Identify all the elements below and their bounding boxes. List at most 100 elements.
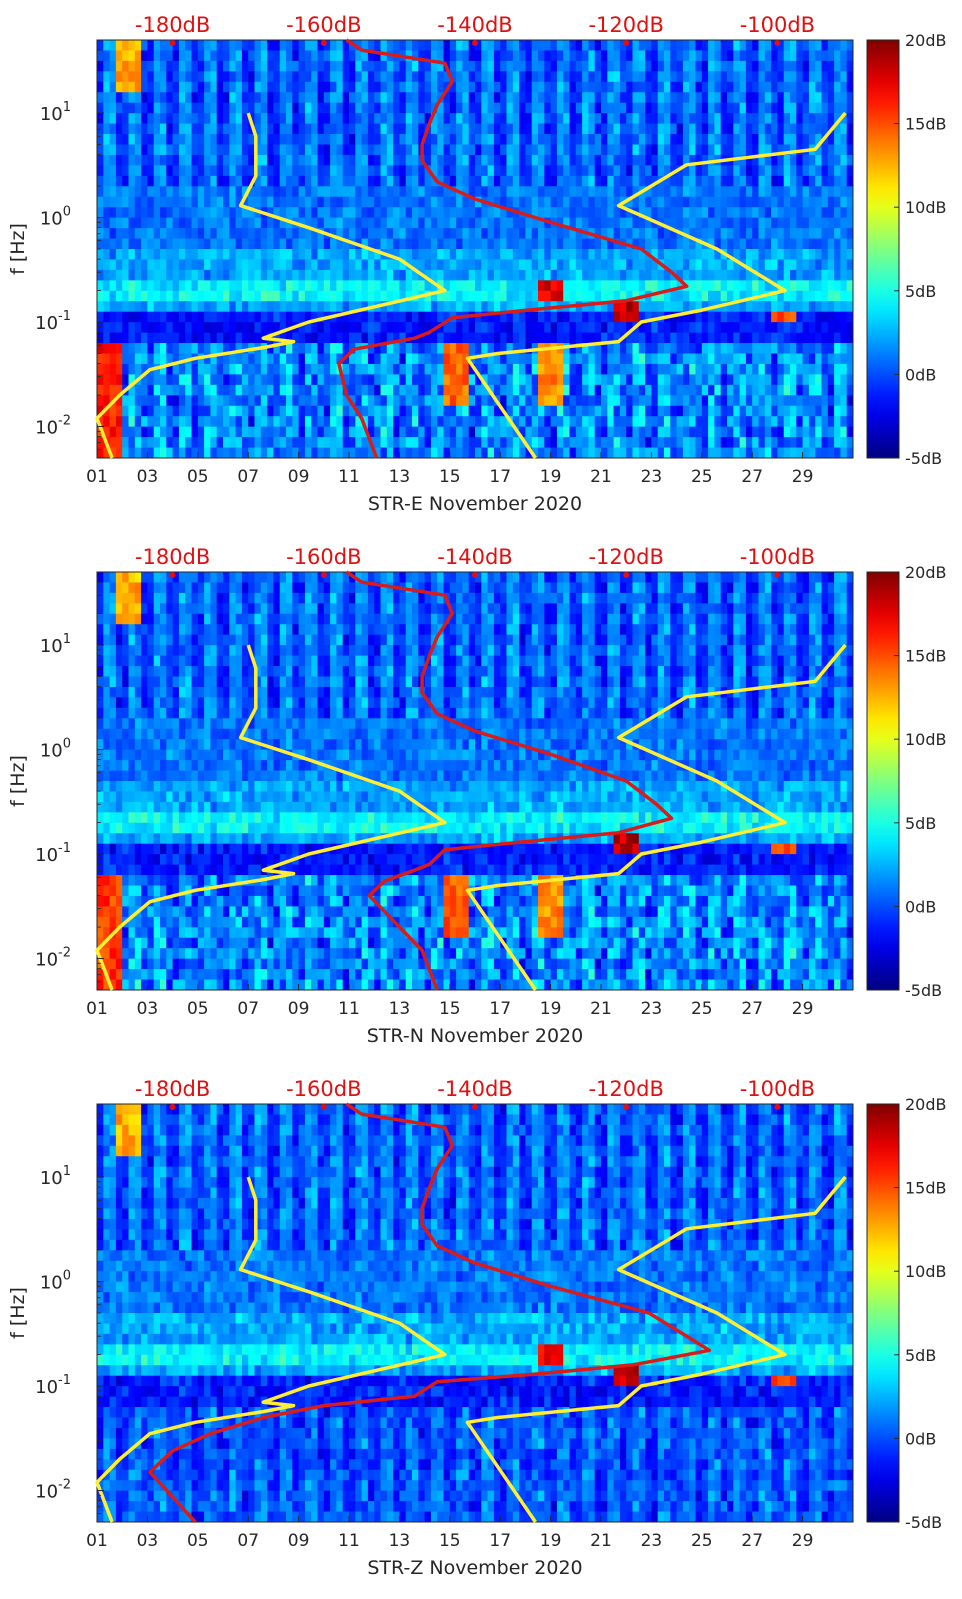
top-axis-marker [472, 40, 478, 46]
colorbar-label: 0dB [905, 1429, 936, 1448]
top-axis-marker [774, 572, 781, 578]
x-tick-label: 17 [489, 467, 511, 487]
x-tick-label: 11 [338, 999, 360, 1019]
y-tick-label: 100 [40, 1269, 71, 1294]
top-axis-marker [623, 1104, 630, 1110]
x-tick-label: 21 [590, 1531, 612, 1551]
x-tick-label: 01 [86, 467, 108, 487]
x-axis-label: STR-Z November 2020 [367, 1557, 582, 1579]
top-axis-label: -120dB [588, 545, 663, 569]
x-tick-label: 21 [590, 467, 612, 487]
x-tick-label: 13 [389, 1531, 411, 1551]
colorbar-label: -5dB [905, 981, 942, 1000]
y-tick-label: 100 [40, 205, 71, 230]
x-tick-label: 05 [187, 1531, 209, 1551]
colorbar-label: 5dB [905, 814, 936, 833]
colorbar [866, 39, 900, 459]
yellow-right-curve [465, 643, 847, 991]
x-tick-label: 27 [741, 1531, 763, 1551]
top-axis-label: -100dB [740, 1077, 815, 1101]
yellow-left-curve [95, 644, 447, 991]
y-tick-exponent: 1 [63, 1164, 71, 1179]
y-tick-label: 10-2 [35, 414, 71, 439]
y-tick-base: 10 [40, 1168, 63, 1189]
x-tick-label: 17 [489, 1531, 511, 1551]
x-tick-label: 27 [741, 999, 763, 1019]
top-axis-label: -160dB [286, 13, 361, 37]
colorbar-label: 10dB [905, 198, 947, 217]
top-axis-marker [774, 1104, 781, 1110]
x-tick-label: 07 [237, 1531, 259, 1551]
colorbar-label: 5dB [905, 282, 936, 301]
y-tick-exponent: 1 [63, 632, 71, 647]
x-tick-label: 19 [540, 467, 562, 487]
y-tick-base: 10 [40, 1273, 63, 1294]
y-tick-exponent: -2 [58, 1478, 71, 1493]
top-axis-marker [472, 1104, 478, 1110]
heatmap [97, 40, 854, 459]
x-tick-label: 13 [389, 999, 411, 1019]
y-axis-label: f [Hz] [7, 223, 29, 275]
top-axis-label: -100dB [740, 545, 815, 569]
x-tick-label: 03 [137, 999, 159, 1019]
top-axis-marker [169, 1104, 176, 1110]
x-tick-label: 29 [792, 1531, 814, 1551]
colorbar-label: 10dB [905, 1262, 947, 1281]
colorbar-label: 0dB [905, 365, 936, 384]
y-tick-base: 10 [40, 636, 63, 657]
top-axis-marker [623, 40, 630, 46]
x-tick-label: 19 [540, 999, 562, 1019]
y-tick-label: 10-2 [35, 1478, 71, 1503]
colorbar-label: 15dB [905, 115, 947, 134]
y-tick-base: 10 [40, 104, 63, 125]
x-tick-label: 07 [237, 999, 259, 1019]
x-tick-label: 03 [137, 1531, 159, 1551]
colorbar-label: 20dB [905, 1095, 947, 1114]
colorbar-label: -5dB [905, 449, 942, 468]
top-axis-marker [623, 572, 630, 578]
y-tick-base: 10 [35, 845, 58, 866]
x-tick-label: 07 [237, 467, 259, 487]
x-tick-label: 11 [338, 1531, 360, 1551]
x-tick-label: 03 [137, 467, 159, 487]
colorbar-label: -5dB [905, 1513, 942, 1532]
y-tick-exponent: -1 [58, 841, 71, 856]
y-tick-label: 100 [40, 737, 71, 762]
heatmap [97, 572, 854, 991]
colorbar-label: 15dB [905, 647, 947, 666]
x-tick-label: 11 [338, 467, 360, 487]
x-axis-label: STR-N November 2020 [367, 1025, 583, 1047]
x-tick-label: 29 [792, 999, 814, 1019]
colorbar-label: 20dB [905, 31, 947, 50]
x-tick-label: 05 [187, 467, 209, 487]
x-tick-label: 01 [86, 999, 108, 1019]
top-axis-marker [320, 1104, 327, 1110]
x-tick-label: 25 [691, 1531, 713, 1551]
y-axis-label: f [Hz] [7, 1287, 29, 1339]
top-axis-label: -160dB [286, 1077, 361, 1101]
y-tick-exponent: 0 [63, 737, 71, 752]
x-tick-label: 01 [86, 1531, 108, 1551]
colorbar-label: 10dB [905, 730, 947, 749]
x-tick-label: 15 [439, 467, 461, 487]
colorbar-label: 0dB [905, 897, 936, 916]
top-axis-label: -120dB [588, 1077, 663, 1101]
yellow-left-curve [95, 112, 447, 459]
colorbar [866, 571, 900, 991]
top-axis-label: -140dB [437, 13, 512, 37]
top-axis-label: -180dB [135, 1077, 210, 1101]
x-tick-label: 09 [288, 467, 310, 487]
top-axis-marker [320, 572, 327, 578]
x-tick-label: 23 [641, 1531, 663, 1551]
x-tick-label: 21 [590, 999, 612, 1019]
x-tick-label: 09 [288, 1531, 310, 1551]
x-tick-label: 27 [741, 467, 763, 487]
top-axis-marker [169, 572, 176, 578]
y-tick-exponent: -1 [58, 1373, 71, 1388]
y-tick-base: 10 [35, 1482, 58, 1503]
x-tick-label: 17 [489, 999, 511, 1019]
x-tick-label: 13 [389, 467, 411, 487]
